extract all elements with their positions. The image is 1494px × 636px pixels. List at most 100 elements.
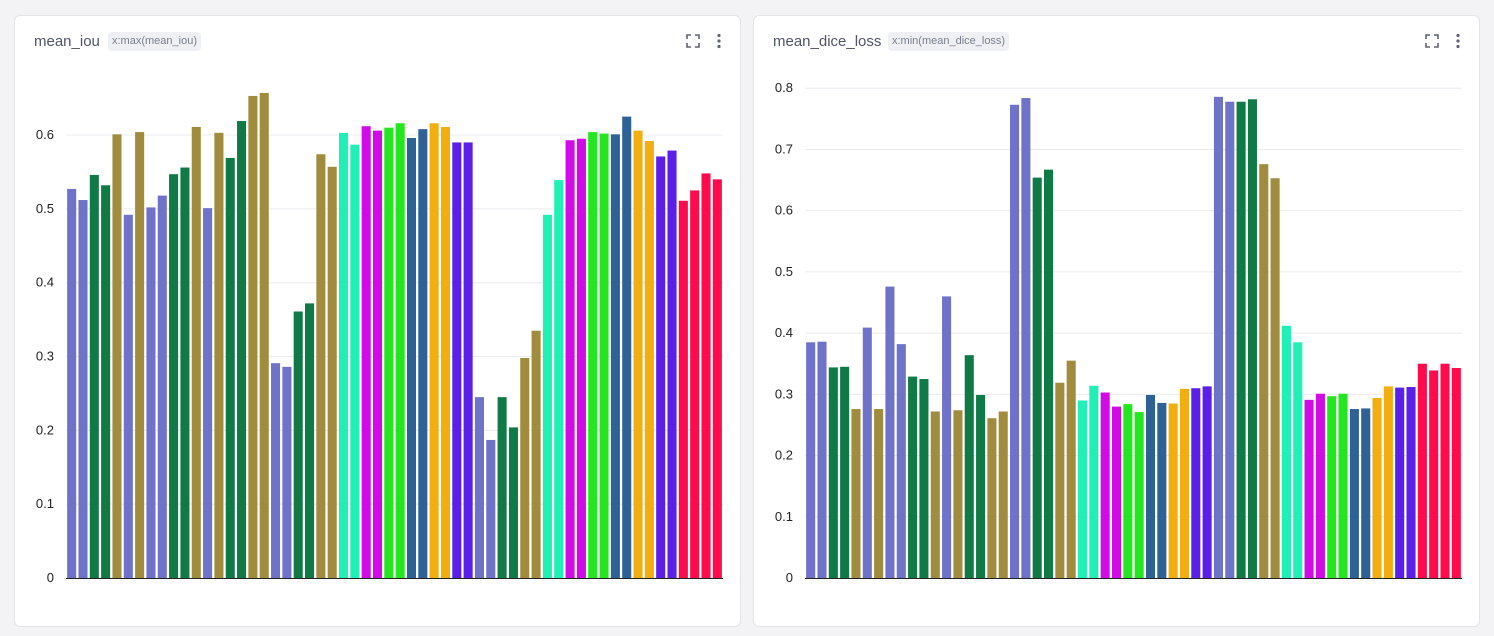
bar[interactable] — [1021, 98, 1031, 578]
bar[interactable] — [656, 156, 666, 578]
bar[interactable] — [1134, 412, 1144, 578]
bar[interactable] — [316, 154, 326, 579]
bar[interactable] — [395, 123, 405, 578]
bar[interactable] — [350, 144, 360, 578]
bar[interactable] — [1349, 409, 1359, 578]
more-vertical-icon[interactable] — [1450, 33, 1466, 49]
bar[interactable] — [987, 418, 997, 578]
bar[interactable] — [203, 208, 213, 579]
bar[interactable] — [259, 92, 269, 579]
bar[interactable] — [942, 296, 952, 578]
bar[interactable] — [840, 366, 850, 578]
bar[interactable] — [678, 200, 688, 578]
bar[interactable] — [497, 397, 507, 578]
bar[interactable] — [191, 126, 201, 578]
bar[interactable] — [862, 327, 872, 578]
bar[interactable] — [1213, 96, 1223, 578]
bar[interactable] — [180, 167, 190, 578]
bar[interactable] — [1111, 406, 1122, 578]
bar[interactable] — [327, 166, 337, 578]
bar[interactable] — [1417, 363, 1427, 578]
bar[interactable] — [851, 409, 861, 578]
bar[interactable] — [1032, 177, 1042, 578]
bar[interactable] — [135, 132, 145, 578]
bar[interactable] — [588, 132, 598, 578]
bar[interactable] — [712, 179, 722, 578]
bar[interactable] — [919, 379, 929, 578]
bar[interactable] — [1157, 402, 1167, 578]
bar[interactable] — [542, 214, 552, 578]
bar[interactable] — [169, 174, 179, 578]
bar[interactable] — [964, 355, 974, 578]
bar[interactable] — [372, 130, 383, 579]
bar[interactable] — [565, 140, 575, 578]
bar[interactable] — [554, 180, 564, 578]
bar[interactable] — [1440, 363, 1450, 578]
bar[interactable] — [1191, 388, 1201, 578]
bar[interactable] — [633, 130, 643, 579]
bar[interactable] — [361, 126, 371, 578]
bar[interactable] — [452, 142, 462, 579]
bar[interactable] — [429, 123, 439, 578]
bar[interactable] — [237, 121, 247, 579]
bar[interactable] — [1259, 164, 1269, 578]
bar[interactable] — [1089, 385, 1099, 578]
bar[interactable] — [112, 134, 122, 578]
bar[interactable] — [520, 358, 530, 578]
bar[interactable] — [406, 138, 417, 578]
bar[interactable] — [1383, 386, 1393, 578]
bar[interactable] — [806, 342, 816, 578]
bar[interactable] — [78, 200, 88, 578]
bar[interactable] — [1281, 325, 1291, 578]
bar[interactable] — [225, 157, 235, 578]
bar[interactable] — [440, 126, 451, 578]
bar[interactable] — [1055, 382, 1065, 578]
bar[interactable] — [293, 311, 303, 578]
bar[interactable] — [101, 185, 111, 578]
bar[interactable] — [896, 344, 906, 578]
bar[interactable] — [874, 409, 884, 578]
bar[interactable] — [976, 394, 986, 578]
bar[interactable] — [953, 410, 963, 578]
bar[interactable] — [817, 341, 827, 578]
bar[interactable] — [599, 133, 609, 579]
bar[interactable] — [248, 95, 258, 579]
bar[interactable] — [89, 174, 99, 578]
bar[interactable] — [1247, 99, 1257, 578]
bar[interactable] — [1451, 368, 1461, 578]
bar[interactable] — [146, 207, 156, 578]
bar[interactable] — [1304, 399, 1314, 578]
bar[interactable] — [1270, 178, 1280, 579]
bar[interactable] — [214, 132, 224, 578]
bar[interactable] — [123, 214, 133, 578]
bar[interactable] — [1202, 386, 1212, 578]
bar[interactable] — [157, 195, 167, 578]
bar[interactable] — [690, 190, 700, 579]
bar[interactable] — [282, 366, 292, 578]
bar[interactable] — [1179, 388, 1190, 578]
bar[interactable] — [1361, 408, 1371, 578]
bar[interactable] — [1293, 342, 1303, 578]
bar[interactable] — [576, 138, 586, 578]
bar[interactable] — [508, 427, 518, 578]
expand-icon[interactable] — [1424, 33, 1440, 49]
bar[interactable] — [1395, 387, 1405, 578]
bar[interactable] — [531, 330, 541, 578]
bar[interactable] — [1429, 370, 1439, 578]
bar[interactable] — [305, 303, 315, 578]
bar[interactable] — [67, 188, 77, 578]
bar[interactable] — [610, 134, 620, 578]
bar[interactable] — [271, 363, 281, 578]
more-vertical-icon[interactable] — [711, 33, 727, 49]
bar[interactable] — [418, 129, 428, 578]
bar[interactable] — [1225, 101, 1235, 579]
bar[interactable] — [667, 150, 677, 578]
bar[interactable] — [1100, 392, 1110, 578]
bar[interactable] — [1044, 169, 1054, 579]
bar[interactable] — [1077, 400, 1088, 578]
bar[interactable] — [644, 140, 654, 578]
bar[interactable] — [930, 411, 940, 578]
bar[interactable] — [486, 439, 496, 578]
bar[interactable] — [1372, 398, 1382, 578]
bar[interactable] — [908, 376, 918, 578]
